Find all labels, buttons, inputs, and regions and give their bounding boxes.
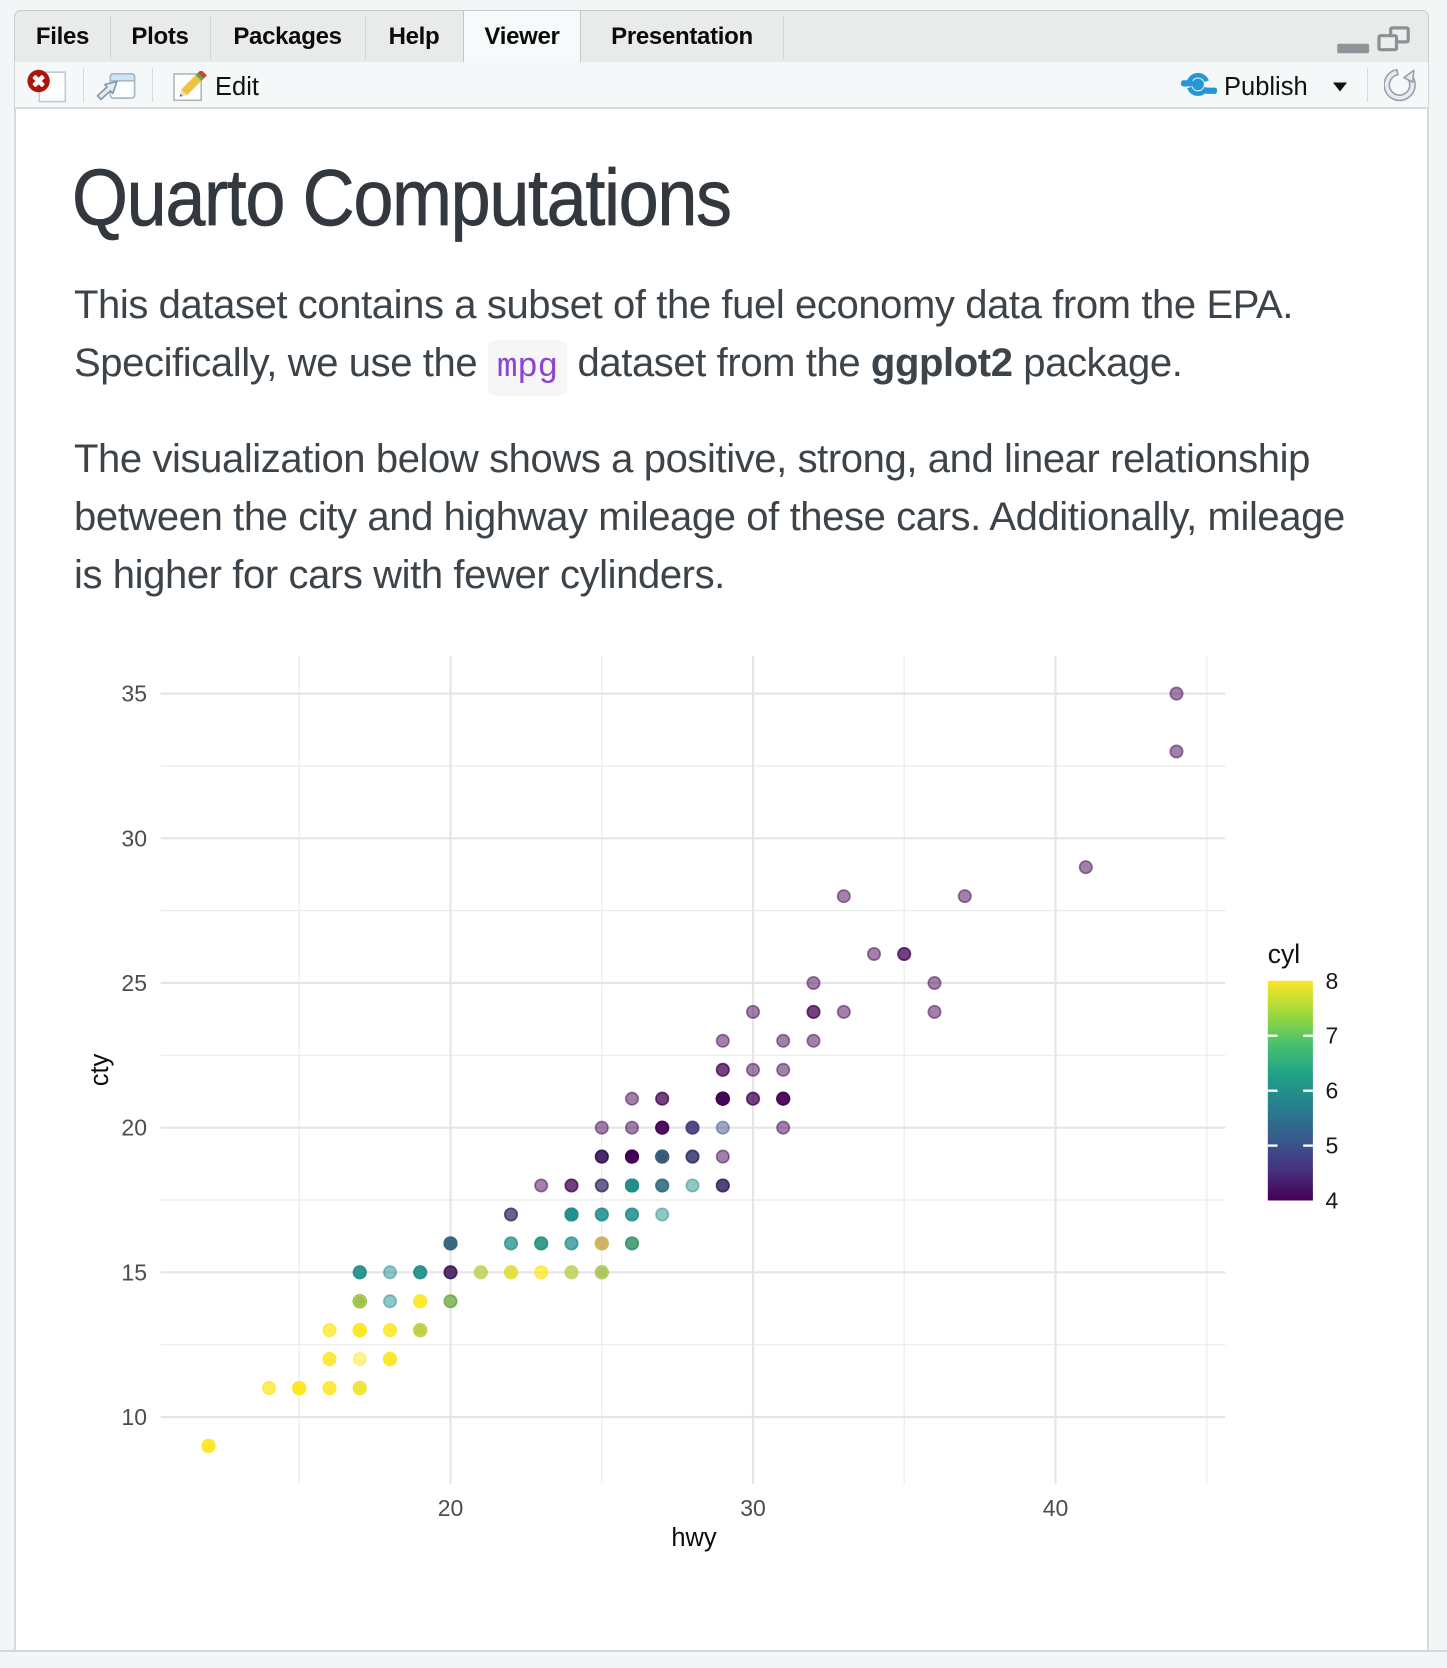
svg-text:15: 15 (121, 1259, 147, 1285)
svg-text:7: 7 (1326, 1023, 1339, 1049)
svg-text:hwy: hwy (671, 1524, 717, 1552)
svg-text:10: 10 (121, 1404, 147, 1430)
svg-text:20: 20 (438, 1495, 464, 1521)
svg-text:30: 30 (121, 825, 147, 851)
svg-text:cyl: cyl (1268, 939, 1300, 969)
svg-text:5: 5 (1326, 1133, 1339, 1159)
svg-text:4: 4 (1326, 1188, 1339, 1214)
svg-text:35: 35 (121, 681, 147, 707)
svg-text:30: 30 (740, 1495, 766, 1521)
svg-text:6: 6 (1326, 1078, 1339, 1104)
svg-text:cty: cty (86, 1053, 114, 1086)
svg-text:20: 20 (121, 1115, 147, 1141)
svg-text:25: 25 (121, 970, 147, 996)
svg-text:8: 8 (1326, 968, 1339, 994)
svg-text:40: 40 (1043, 1495, 1069, 1521)
